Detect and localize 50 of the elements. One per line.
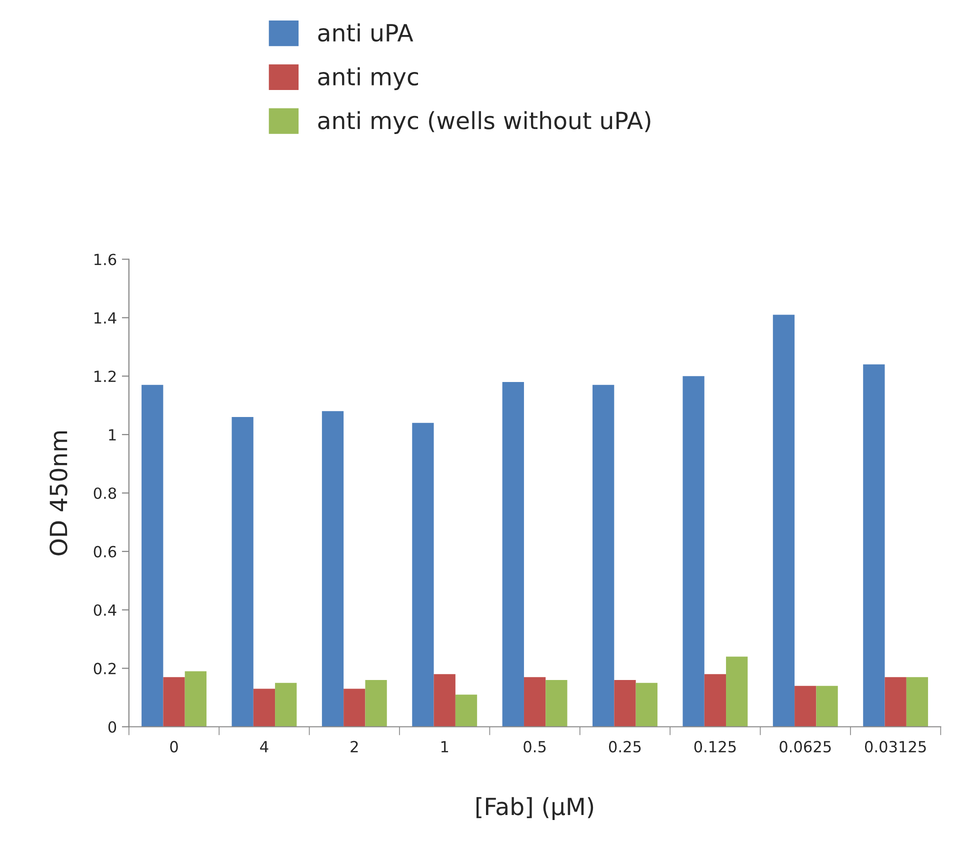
bar xyxy=(592,384,614,727)
bar xyxy=(163,677,185,727)
bar xyxy=(863,364,885,727)
bar xyxy=(502,382,524,727)
legend-label: anti myc (wells without uPA) xyxy=(318,111,650,134)
x-tick-label: 0.25 xyxy=(608,740,641,752)
x-axis-title: [Fab] (µM) xyxy=(476,797,594,820)
bar xyxy=(434,674,456,727)
y-tick-label: 1.2 xyxy=(94,370,116,382)
bar xyxy=(772,314,795,727)
bar xyxy=(682,376,704,727)
bar xyxy=(906,677,928,727)
bar xyxy=(275,682,297,727)
x-tick-label: 0.5 xyxy=(524,740,546,752)
y-tick-label: 1 xyxy=(109,429,116,440)
x-tick-label: 0.125 xyxy=(694,740,736,752)
y-tick-label: 0.2 xyxy=(94,662,116,674)
x-tick-label: 0 xyxy=(170,740,178,752)
bar xyxy=(232,417,254,727)
bar xyxy=(253,688,276,727)
x-tick-label: 2 xyxy=(350,740,358,752)
bar xyxy=(884,677,906,727)
x-tick-label: 0.0625 xyxy=(780,740,831,752)
bar xyxy=(365,680,387,727)
bar xyxy=(704,674,726,727)
y-tick-label: 0.8 xyxy=(94,487,116,500)
bar xyxy=(142,384,164,727)
y-tick-label: 0.6 xyxy=(94,546,116,558)
legend-label: anti uPA xyxy=(318,23,414,42)
x-tick-label: 0.03125 xyxy=(864,740,926,752)
y-tick-label: 0 xyxy=(108,721,116,733)
bar xyxy=(184,671,206,727)
bar xyxy=(816,686,838,727)
bar xyxy=(344,688,366,727)
y-tick-label: 1.4 xyxy=(94,312,116,324)
bar xyxy=(546,680,568,727)
y-axis-title: OD 450nm xyxy=(50,431,68,556)
bar xyxy=(636,682,658,727)
bar xyxy=(412,422,434,727)
bar xyxy=(524,677,546,727)
bar xyxy=(322,411,344,727)
x-tick-label: 4 xyxy=(260,741,268,752)
bar xyxy=(726,656,748,727)
x-tick-label: 1 xyxy=(441,741,448,752)
legend-label: anti myc xyxy=(318,67,418,90)
bar xyxy=(614,680,636,727)
bar xyxy=(455,694,478,727)
bar xyxy=(794,686,816,727)
y-tick-label: 0.4 xyxy=(94,604,116,616)
y-tick-label: 1.6 xyxy=(94,254,116,266)
